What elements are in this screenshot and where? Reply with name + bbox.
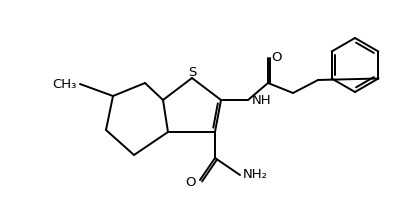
Text: NH: NH (252, 94, 271, 106)
Text: CH₃: CH₃ (52, 78, 77, 91)
Text: O: O (185, 175, 195, 189)
Text: O: O (271, 51, 281, 64)
Text: S: S (188, 65, 196, 78)
Text: NH₂: NH₂ (242, 168, 267, 181)
